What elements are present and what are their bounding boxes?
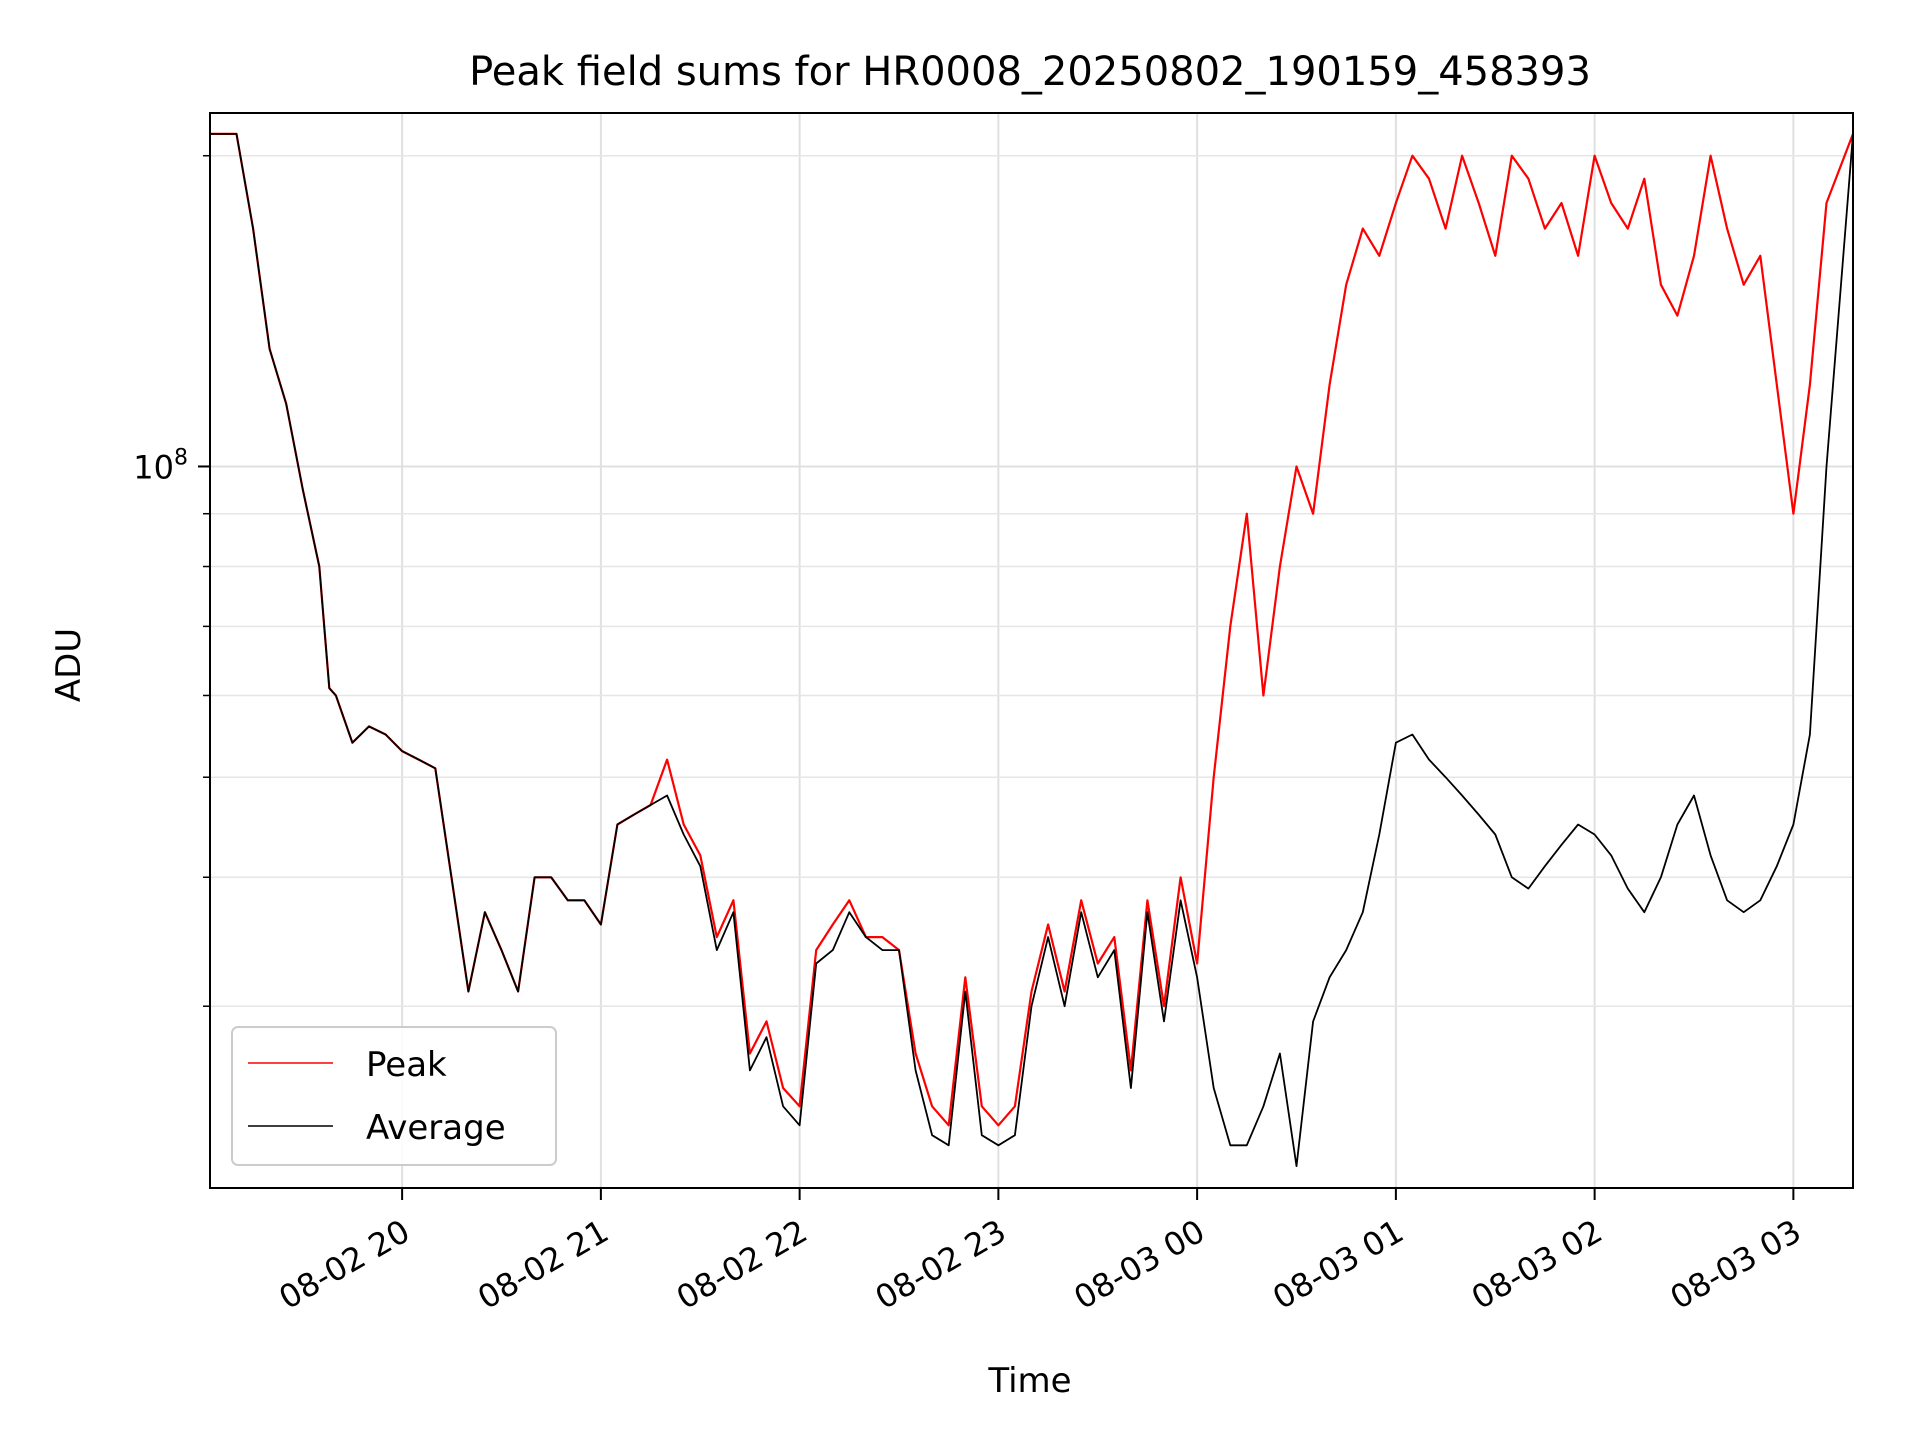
chart-title: Peak field sums for HR0008_20250802_1901… [469, 49, 1591, 95]
plot-series [210, 132, 1853, 1167]
y-axis-ticks: 108 [133, 154, 210, 1007]
plot-frame [209, 112, 1854, 1189]
legend-box [231, 1026, 557, 1166]
x-axis-label: Time [987, 1361, 1071, 1401]
legend: Peak Average [231, 1026, 557, 1166]
legend-label-average: Average [366, 1108, 506, 1148]
y-tick-label: 108 [133, 445, 188, 486]
y-axis-label: ADU [49, 628, 89, 702]
legend-label-peak: Peak [366, 1045, 447, 1085]
